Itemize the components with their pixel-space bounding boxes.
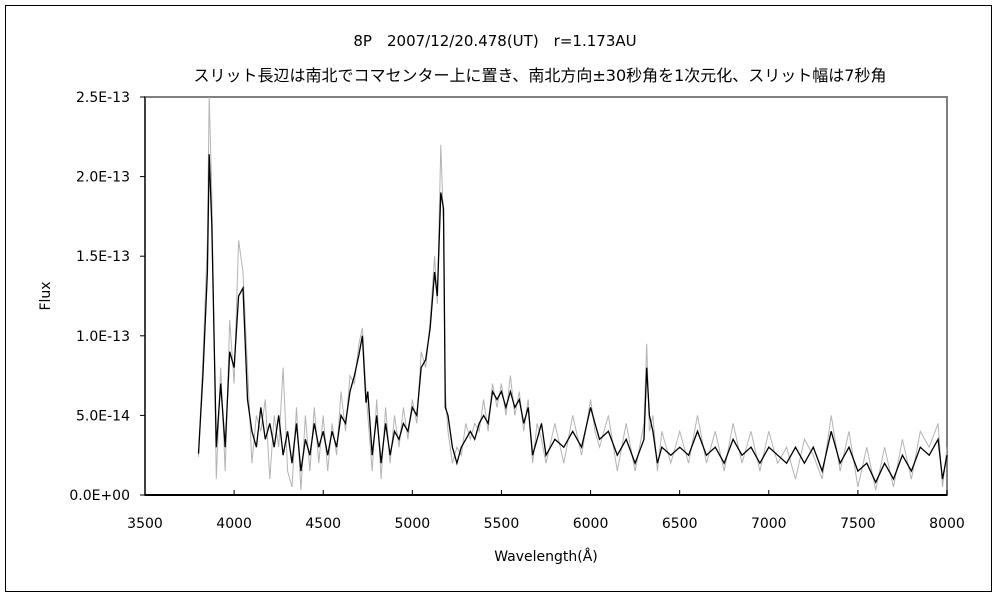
x-tick-label: 5500: [484, 516, 520, 532]
y-tick-label: 1.5E-13: [76, 249, 130, 265]
x-tick-label: 3500: [127, 516, 163, 532]
x-tick-label: 7000: [751, 516, 787, 532]
x-tick-label: 8000: [929, 516, 965, 532]
chart-title: 8P 2007/12/20.478(UT) r=1.173AU: [353, 32, 637, 50]
y-tick-label: 2.0E-13: [76, 170, 130, 186]
x-tick-label: 4000: [216, 516, 252, 532]
y-axis-label: Flux: [38, 281, 54, 310]
x-tick-label: 6000: [573, 516, 609, 532]
y-tick-label: 2.5E-13: [76, 90, 130, 106]
series-line-1: [198, 96, 948, 491]
x-tick-label: 7500: [840, 516, 876, 532]
chart-subtitle: スリット長辺は南北でコマセンター上に置き、南北方向±30秒角を1次元化、スリット…: [193, 66, 887, 85]
y-tick-label: 5.0E-14: [76, 408, 130, 424]
x-tick-label: 5000: [395, 516, 431, 532]
y-tick-label: 1.0E-13: [76, 329, 130, 345]
y-tick-label: 0.0E+00: [69, 488, 130, 504]
series-line-2: [197, 154, 948, 484]
chart-frame: [5, 5, 992, 592]
x-tick-label: 4500: [305, 516, 341, 532]
x-tick-label: 6500: [662, 516, 698, 532]
x-axis-label: Wavelength(Å): [494, 548, 598, 565]
